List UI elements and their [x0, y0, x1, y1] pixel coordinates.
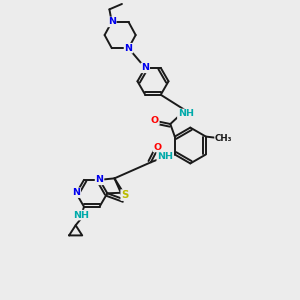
Text: N: N: [72, 188, 80, 197]
Text: N: N: [108, 17, 116, 26]
Text: O: O: [151, 116, 159, 125]
Text: S: S: [121, 190, 129, 200]
Text: CH₃: CH₃: [215, 134, 232, 142]
Text: O: O: [153, 142, 161, 152]
Text: NH: NH: [73, 211, 89, 220]
Text: NH: NH: [178, 110, 194, 118]
Text: N: N: [124, 44, 133, 53]
Text: NH: NH: [157, 152, 173, 161]
Text: N: N: [95, 176, 104, 184]
Text: N: N: [141, 63, 149, 72]
